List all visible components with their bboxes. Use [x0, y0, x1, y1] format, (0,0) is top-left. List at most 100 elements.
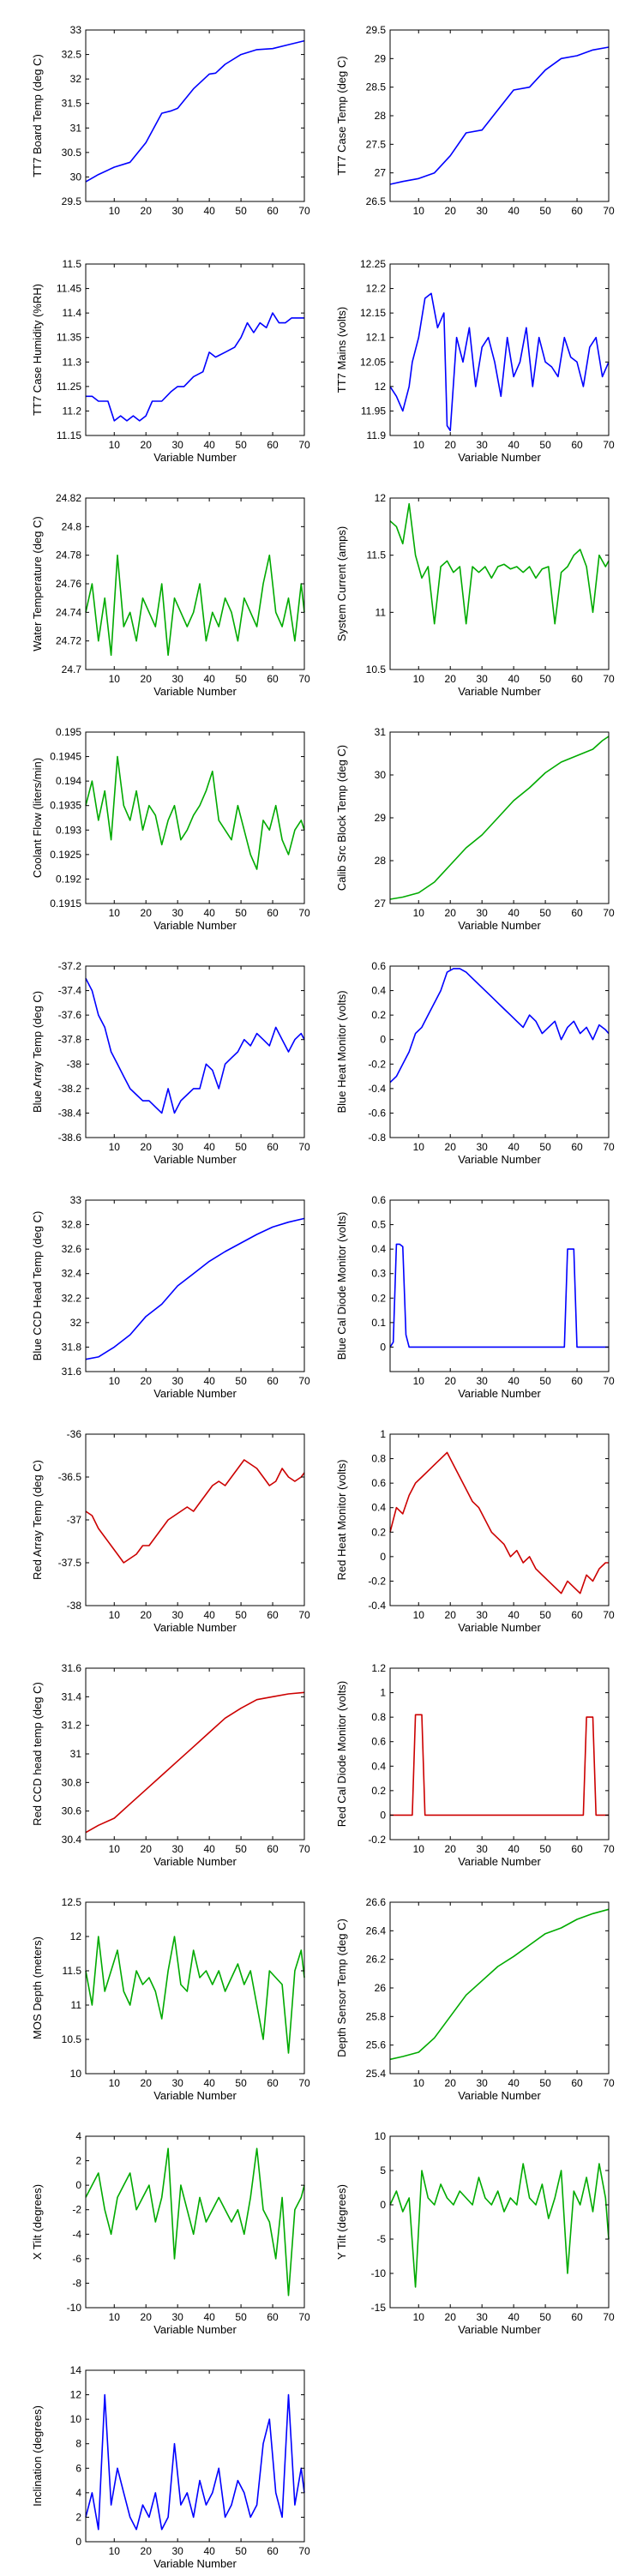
y-tick-label: 29.5	[366, 24, 387, 36]
y-tick-label: 1	[380, 1428, 386, 1440]
y-axis-label: Calib Src Block Temp (deg C)	[335, 745, 348, 891]
y-tick-label: 12.2	[366, 283, 387, 295]
y-axis-label: TT7 Case Humidity (%RH)	[31, 284, 44, 416]
x-tick-label: 10	[413, 205, 425, 217]
series-line	[389, 968, 610, 1084]
x-tick-label: 10	[413, 1843, 425, 1855]
x-tick-label: 50	[539, 2311, 551, 2323]
x-tick-label: 50	[539, 907, 551, 919]
y-tick-label: 27	[375, 898, 387, 910]
chart-1: 10 20 30 40 50 60 70 29.5 30 30.5 31 31.5 32 32.5 33 TT…	[31, 24, 310, 217]
x-tick-label: 10	[109, 1141, 121, 1153]
x-tick-label: 70	[298, 673, 310, 685]
plot-frame	[85, 1433, 305, 1606]
y-axis-label: System Current (amps)	[335, 526, 348, 641]
plot-frame	[85, 2369, 305, 2543]
x-tick-label: 70	[298, 205, 310, 217]
y-tick-label: 10.5	[62, 2033, 82, 2045]
y-tick-label: -37.5	[58, 1557, 82, 1569]
x-tick-label: 60	[267, 907, 279, 919]
y-tick-label: 10	[70, 2413, 82, 2425]
y-tick-label: 12.5	[62, 1896, 82, 1908]
x-tick-label: 20	[141, 1609, 153, 1621]
y-tick-label: 0.2	[371, 1785, 386, 1797]
y-tick-label: 30.6	[62, 1805, 82, 1817]
y-tick-label: 31	[70, 122, 82, 134]
x-tick-label: 30	[476, 205, 488, 217]
plot-frame	[389, 731, 610, 904]
y-axis-label: Depth Sensor Temp (deg C)	[335, 1918, 348, 2057]
x-axis-label: Variable Number	[153, 1855, 237, 1868]
y-tick-label: 0.6	[371, 960, 386, 972]
plot-frame	[85, 497, 305, 670]
y-tick-label: 0.4	[371, 1502, 386, 1514]
series-line	[86, 312, 304, 422]
series-line	[389, 1908, 610, 2061]
y-axis-label: Red Array Temp (deg C)	[31, 1460, 44, 1580]
x-tick-label: 40	[508, 907, 520, 919]
y-tick-label: 11.9	[367, 429, 387, 441]
series-line	[85, 1936, 305, 2054]
y-tick-label: -0.8	[368, 1132, 386, 1144]
x-tick-label: 50	[235, 673, 247, 685]
chart-18: 10 20 30 40 50 60 70 25.4 25.6 25.8 26 26.2 26.4 26.6…	[335, 1896, 615, 2102]
plot-frame	[85, 263, 305, 436]
series-line	[85, 2147, 305, 2297]
y-tick-label: 11.2	[63, 405, 82, 417]
series-line	[85, 1459, 305, 1564]
y-tick-label: 30	[70, 171, 82, 183]
x-tick-label: 40	[203, 205, 215, 217]
y-tick-label: -10	[371, 2267, 387, 2279]
y-tick-label: 27	[375, 167, 387, 179]
series-line	[389, 292, 610, 432]
x-tick-label: 30	[476, 1141, 488, 1153]
x-tick-label: 30	[171, 439, 183, 451]
x-tick-label: 70	[298, 1375, 310, 1387]
x-tick-label: 10	[413, 439, 425, 451]
x-tick-label: 10	[109, 1843, 121, 1855]
y-tick-label: 25.8	[366, 2010, 387, 2022]
x-tick-label: 10	[109, 205, 121, 217]
x-tick-label: 50	[235, 1843, 247, 1855]
plot-frame	[389, 2135, 610, 2309]
y-tick-label: 30.8	[62, 1776, 82, 1788]
x-axis-label: Variable Number	[458, 919, 541, 932]
x-tick-label: 40	[508, 2311, 520, 2323]
x-tick-label: 20	[141, 1141, 153, 1153]
x-tick-label: 20	[141, 2311, 153, 2323]
chart-15: 10 20 30 40 50 60 70 30.4 30.6 30.8 31 31.2 31.4 31.6…	[31, 1662, 310, 1868]
y-tick-label: 25.6	[366, 2039, 387, 2051]
x-tick-label: 50	[539, 1843, 551, 1855]
x-tick-label: 50	[235, 1141, 247, 1153]
x-tick-label: 60	[267, 2311, 279, 2323]
y-tick-label: 0.192	[56, 873, 81, 885]
y-tick-label: 31	[375, 726, 387, 738]
series-line	[389, 1243, 609, 1348]
x-tick-label: 30	[171, 673, 183, 685]
x-tick-label: 60	[267, 2077, 279, 2089]
y-tick-label: 12.25	[360, 258, 386, 270]
series-line	[85, 1217, 305, 1360]
y-tick-label: 12.05	[360, 356, 386, 368]
plot-frame	[85, 2135, 305, 2309]
x-axis-label: Variable Number	[153, 2557, 237, 2570]
x-tick-label: 20	[141, 1375, 153, 1387]
y-tick-label: -37.4	[58, 985, 82, 997]
plot-frame	[389, 497, 610, 670]
y-tick-label: 31	[70, 1748, 82, 1760]
x-tick-label: 70	[603, 1141, 615, 1153]
x-tick-label: 30	[171, 1141, 183, 1153]
y-tick-label: 24.82	[56, 492, 81, 504]
y-tick-label: 0.2	[371, 1009, 386, 1021]
y-axis-label: Blue Heat Monitor (volts)	[335, 990, 348, 1113]
y-tick-label: -37.6	[58, 1009, 82, 1021]
x-tick-label: 50	[235, 2311, 247, 2323]
y-tick-label: 24.7	[62, 664, 82, 676]
y-tick-label: 0.8	[371, 1711, 386, 1723]
x-tick-label: 60	[571, 1843, 583, 1855]
y-tick-label: 2	[75, 2511, 81, 2523]
y-tick-label: 11.5	[63, 258, 82, 270]
x-tick-label: 60	[267, 1609, 279, 1621]
chart-7: 10 20 30 40 50 60 70 0.1915 0.192 0.1925 0.193 0.19…	[31, 726, 310, 932]
x-axis-label: Variable Number	[153, 451, 237, 464]
